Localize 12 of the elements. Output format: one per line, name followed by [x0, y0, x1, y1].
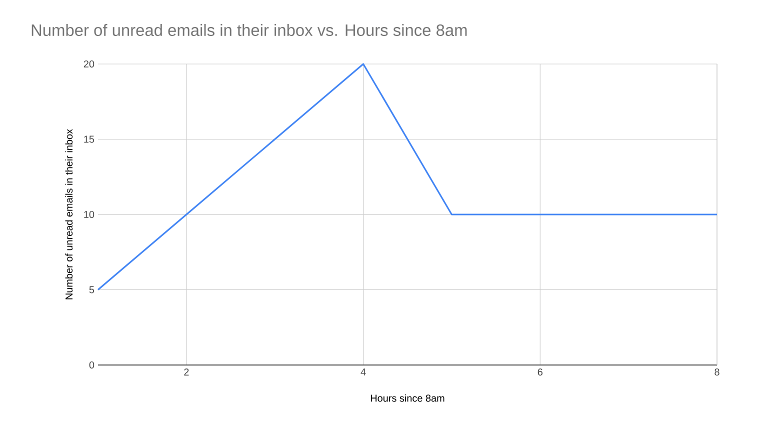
x-tick-label: 6: [538, 368, 542, 376]
y-tick-label: 15: [84, 136, 94, 143]
x-tick-label: 4: [360, 368, 366, 376]
y-tick-label: 5: [89, 286, 94, 294]
y-axis-title: Number of unread emails in their inbox: [65, 129, 73, 300]
x-tick-label: 8: [714, 368, 720, 376]
x-axis-title: Hours since 8am: [370, 394, 444, 402]
y-tick-label: 0: [89, 361, 94, 369]
y-tick-label: 20: [84, 60, 94, 68]
chart-title: Number of unread emails in their inbox vs. Hours since 8am: [32, 24, 467, 36]
x-tick-label: 2: [184, 368, 189, 376]
y-tick-label: 10: [84, 210, 94, 218]
